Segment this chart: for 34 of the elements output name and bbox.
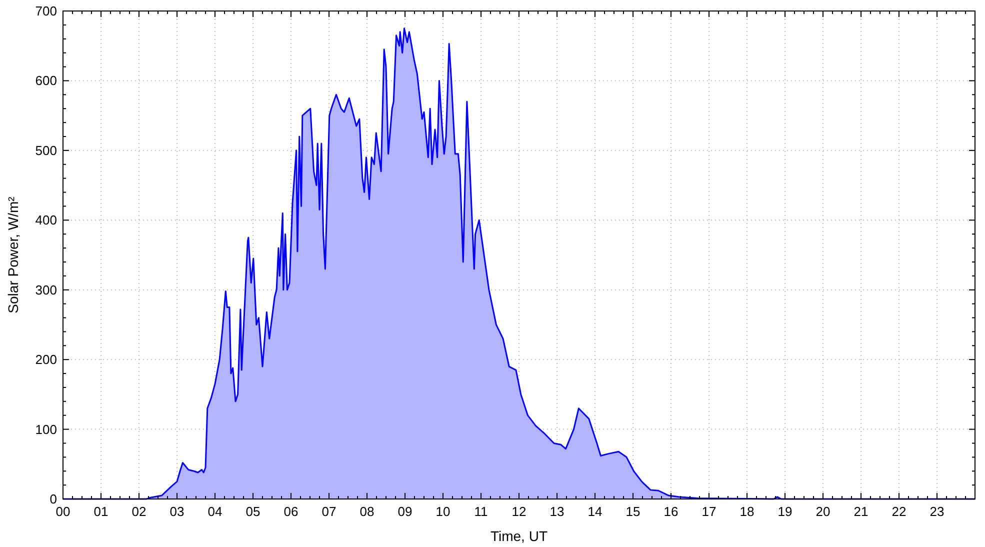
- y-tick-label: 0: [50, 492, 57, 506]
- x-tick-label: 07: [322, 504, 336, 519]
- x-tick-label: 03: [170, 504, 184, 519]
- x-tick-label: 12: [512, 504, 526, 519]
- y-tick-label: 700: [35, 4, 57, 18]
- y-tick-label: 100: [35, 422, 57, 437]
- y-tick-label: 200: [35, 352, 57, 368]
- x-tick-label: 13: [550, 504, 564, 519]
- x-tick-label: 17: [702, 504, 716, 519]
- x-tick-label: 11: [474, 504, 488, 519]
- x-tick-label: 22: [892, 504, 906, 519]
- x-tick-label: 10: [436, 504, 450, 519]
- x-tick-label: 16: [664, 504, 678, 519]
- y-tick-label: 400: [35, 212, 57, 228]
- x-axis-title: Time, UT: [490, 528, 548, 544]
- x-tick-label: 04: [208, 504, 222, 519]
- y-tick-label: 300: [35, 282, 57, 298]
- x-tick-label: 21: [854, 504, 868, 519]
- y-tick-label: 600: [35, 73, 57, 88]
- x-tick-label: 23: [930, 504, 944, 519]
- x-tick-label: 20: [816, 504, 830, 519]
- x-tick-label: 18: [740, 504, 754, 519]
- x-tick-label: 01: [94, 504, 108, 519]
- x-tick-label: 08: [360, 504, 374, 519]
- y-tick-label: 500: [35, 142, 57, 158]
- x-tick-label: 06: [284, 504, 298, 519]
- x-tick-label: 19: [778, 504, 792, 519]
- x-tick-label: 00: [56, 504, 70, 519]
- x-tick-label: 09: [398, 504, 412, 519]
- y-axis-title: Solar Power, W/m²: [5, 196, 21, 314]
- x-tick-label: 05: [246, 504, 260, 519]
- x-tick-label: 14: [588, 504, 602, 519]
- x-tick-label: 02: [132, 504, 146, 519]
- x-tick-label: 15: [626, 504, 640, 519]
